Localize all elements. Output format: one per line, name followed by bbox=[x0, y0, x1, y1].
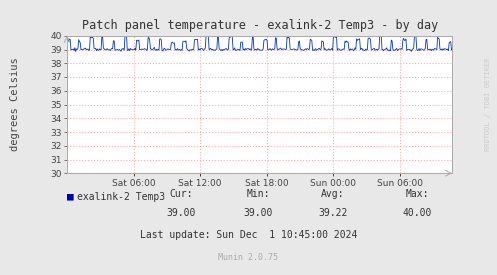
Title: Patch panel temperature - exalink-2 Temp3 - by day: Patch panel temperature - exalink-2 Temp… bbox=[82, 19, 438, 32]
Text: Last update: Sun Dec  1 10:45:00 2024: Last update: Sun Dec 1 10:45:00 2024 bbox=[140, 230, 357, 240]
Text: Max:: Max: bbox=[406, 189, 429, 199]
Text: exalink-2 Temp3: exalink-2 Temp3 bbox=[77, 192, 165, 202]
Text: ■: ■ bbox=[67, 192, 74, 202]
Text: Min:: Min: bbox=[247, 189, 270, 199]
Text: 40.00: 40.00 bbox=[403, 208, 432, 218]
Text: degrees Celsius: degrees Celsius bbox=[10, 58, 20, 151]
Text: Avg:: Avg: bbox=[321, 189, 345, 199]
Text: 39.22: 39.22 bbox=[318, 208, 348, 218]
Text: 39.00: 39.00 bbox=[244, 208, 273, 218]
Text: Cur:: Cur: bbox=[169, 189, 193, 199]
Text: 39.00: 39.00 bbox=[166, 208, 196, 218]
Text: RRDTOOL / TOBI OETIKER: RRDTOOL / TOBI OETIKER bbox=[485, 58, 491, 151]
Text: Munin 2.0.75: Munin 2.0.75 bbox=[219, 253, 278, 262]
